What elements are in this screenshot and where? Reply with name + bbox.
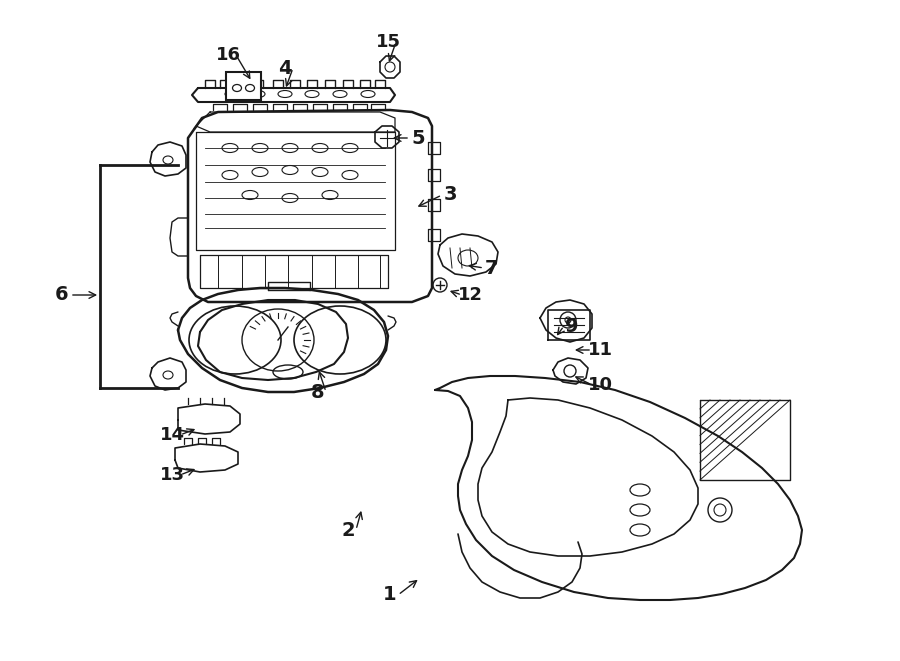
Text: 7: 7 bbox=[485, 258, 499, 278]
Text: 1: 1 bbox=[383, 586, 397, 605]
Text: 13: 13 bbox=[159, 466, 184, 484]
Text: 11: 11 bbox=[588, 341, 613, 359]
Text: 12: 12 bbox=[457, 286, 482, 304]
Text: 4: 4 bbox=[278, 59, 292, 77]
Text: 9: 9 bbox=[565, 317, 579, 336]
Text: 16: 16 bbox=[215, 46, 240, 64]
Text: 6: 6 bbox=[55, 286, 68, 305]
Text: 15: 15 bbox=[375, 33, 401, 51]
Text: 3: 3 bbox=[443, 186, 456, 204]
Text: 2: 2 bbox=[341, 520, 355, 539]
Text: 10: 10 bbox=[588, 376, 613, 394]
Bar bbox=[226, 72, 261, 100]
Text: 8: 8 bbox=[311, 383, 325, 401]
Text: 14: 14 bbox=[159, 426, 184, 444]
Text: 5: 5 bbox=[411, 128, 425, 147]
